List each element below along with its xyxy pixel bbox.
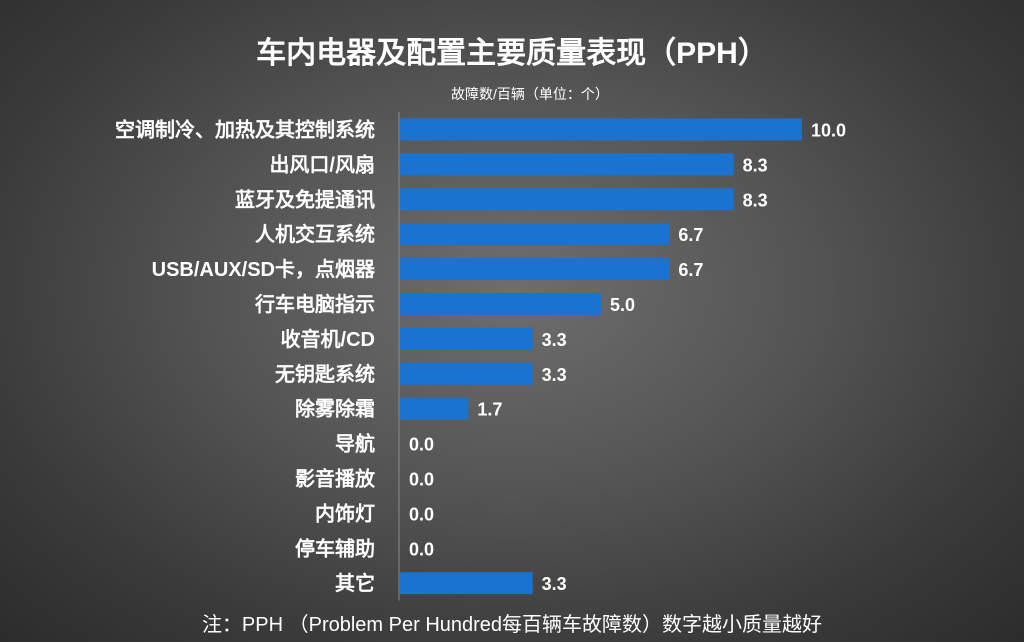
bar: [400, 327, 533, 350]
bar: [400, 292, 601, 315]
chart-subtitle: 故障数/百辆（单位：个）: [451, 86, 609, 102]
value-label: 0.0: [409, 469, 434, 489]
bar: [400, 223, 670, 246]
value-label: 8.3: [743, 155, 768, 175]
bar: [400, 572, 533, 595]
category-label: 人机交互系统: [255, 222, 375, 246]
value-label: 6.7: [678, 260, 703, 280]
value-label: 1.7: [477, 400, 502, 420]
bar: [400, 258, 670, 281]
value-label: 0.0: [409, 539, 434, 559]
category-label: 除雾除霜: [295, 397, 375, 421]
category-label: 其它: [335, 571, 375, 595]
value-label: 3.3: [542, 330, 567, 350]
bar: [400, 188, 734, 211]
bar: [400, 362, 533, 385]
chart-title: 车内电器及配置主要质量表现（PPH）: [256, 37, 768, 70]
value-label: 5.0: [610, 295, 635, 315]
chart-footnote: 注：PPH （Problem Per Hundred每百辆车故障数）数字越小质量…: [201, 614, 823, 636]
category-label: 出风口/风扇: [269, 152, 375, 176]
category-label: 内饰灯: [315, 501, 375, 525]
category-label: 蓝牙及免提通讯: [235, 187, 375, 211]
category-label: 无钥匙系统: [275, 362, 375, 386]
value-label: 6.7: [678, 225, 703, 245]
bar: [400, 153, 734, 176]
category-label: 导航: [335, 432, 375, 456]
category-label: 收音机/CD: [281, 327, 375, 351]
value-label: 0.0: [409, 504, 434, 524]
value-label: 10.0: [811, 120, 846, 140]
value-label: 3.3: [542, 365, 567, 385]
category-label: 停车辅助: [295, 536, 375, 560]
value-label: 0.0: [409, 435, 434, 455]
value-label: 3.3: [542, 574, 567, 594]
value-label: 8.3: [743, 190, 768, 210]
category-label: 空调制冷、加热及其控制系统: [115, 117, 375, 141]
bar: [400, 397, 469, 420]
category-label: 行车电脑指示: [254, 292, 375, 316]
category-label: 影音播放: [295, 466, 376, 490]
bar: [400, 118, 802, 141]
category-label: USB/AUX/SD卡，点烟器: [152, 258, 376, 281]
